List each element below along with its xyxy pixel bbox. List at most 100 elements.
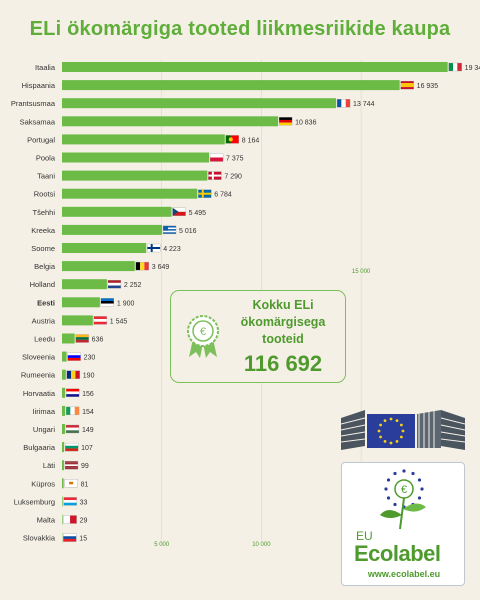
value-label: 33: [80, 499, 88, 506]
category-label: Saksamaa: [20, 117, 56, 126]
slovenia-flag-icon: [67, 352, 81, 361]
x-tick-label: 5 000: [154, 542, 170, 548]
value-label: 81: [81, 481, 89, 488]
sweden-flag-icon: [198, 189, 212, 198]
category-label: Tšehhi: [32, 208, 55, 217]
value-label: 6 784: [214, 192, 232, 199]
category-label: Itaalia: [35, 63, 56, 72]
value-label: 13 744: [353, 101, 375, 108]
value-label: 99: [81, 463, 89, 470]
bar: [62, 134, 225, 145]
category-label: Rootsi: [34, 190, 56, 199]
value-label: 4 223: [163, 246, 181, 253]
bar: [62, 297, 100, 308]
category-label: Poola: [36, 154, 56, 163]
value-label: 1 545: [110, 318, 128, 325]
category-label: Sloveenia: [22, 353, 56, 362]
value-label: 19 342: [465, 65, 480, 72]
category-label: Küpros: [31, 479, 55, 488]
category-label: Bulgaaria: [23, 443, 56, 452]
category-label: Austria: [32, 316, 56, 325]
category-label: Leedu: [34, 335, 55, 344]
category-label: Ungari: [33, 425, 55, 434]
category-label: Iirimaa: [32, 407, 55, 416]
chart-title: ELi ökomärgiga tooted liikmesriikide kau…: [29, 18, 451, 40]
france-flag-icon: [336, 99, 351, 108]
category-label: Rumeenia: [21, 371, 56, 380]
bar: [62, 405, 66, 416]
category-label: Eesti: [37, 298, 55, 307]
bar: [62, 424, 65, 434]
portugal-flag-icon: [225, 135, 239, 144]
romania-flag-icon: [66, 370, 80, 379]
total-value: 116 692: [243, 351, 323, 376]
value-label: 8 164: [242, 137, 260, 144]
ireland-flag-icon: [65, 406, 80, 416]
value-label: 190: [83, 373, 95, 380]
value-label: 230: [84, 355, 96, 362]
value-label: 107: [81, 445, 93, 452]
bar: [62, 98, 337, 109]
bar: [62, 351, 67, 362]
european-commission-logo: [341, 410, 465, 450]
eu-ecolabel-logo: € EU Ecolabel www.ecolabel.eu: [341, 462, 465, 586]
value-label: 5 495: [189, 210, 207, 217]
category-label: Portugal: [27, 135, 55, 144]
greece-flag-icon: [162, 225, 177, 235]
category-label: Taani: [37, 172, 55, 181]
estonia-flag-icon: [100, 298, 115, 307]
value-label: 10 836: [295, 119, 317, 126]
bar: [62, 315, 93, 326]
svg-text:€: €: [401, 484, 407, 496]
malta-flag-icon: [63, 515, 77, 524]
bar: [62, 170, 208, 181]
bar: [62, 460, 64, 471]
bar: [62, 152, 210, 163]
spain-flag-icon: [400, 80, 414, 90]
bar: [62, 62, 448, 72]
total-products-box: € Kokku ELi ökomärgisega tooteid 116 692: [170, 290, 346, 383]
czechia-flag-icon: [172, 207, 186, 216]
luxembourg-flag-icon: [63, 497, 77, 506]
ecolabel-url: www.ecolabel.eu: [367, 569, 441, 579]
finland-flag-icon: [147, 243, 161, 253]
value-label: 156: [82, 391, 94, 398]
bar: [62, 80, 400, 91]
ecolabel-flower-icon: €: [380, 469, 426, 530]
bar: [62, 206, 172, 217]
bar: [62, 387, 66, 398]
value-label: 1 900: [117, 300, 135, 307]
category-label: Belgia: [34, 262, 56, 271]
category-label: Luksemburg: [14, 497, 55, 506]
bar: [62, 261, 135, 272]
category-label: Horvaatia: [23, 389, 56, 398]
ecolabel-wordmark: Ecolabel: [354, 541, 441, 566]
cyprus-flag-icon: [64, 479, 78, 488]
x-tick-label: 15 000: [352, 269, 371, 275]
value-label: 16 935: [417, 83, 439, 90]
value-label: 5 016: [179, 228, 197, 235]
category-label: Prantsusmaa: [11, 99, 56, 108]
category-label: Holland: [30, 280, 55, 289]
bar: [62, 478, 64, 489]
bulgaria-flag-icon: [64, 442, 79, 452]
total-label: Kokku ELi ökomärgisega tooteid: [240, 298, 326, 346]
austria-flag-icon: [93, 316, 107, 325]
bar: [62, 369, 66, 380]
poland-flag-icon: [209, 153, 224, 162]
category-label: Malta: [37, 516, 56, 525]
bar: [62, 243, 147, 253]
italy-flag-icon: [448, 62, 462, 72]
denmark-flag-icon: [208, 171, 222, 180]
category-label: Hispaania: [22, 81, 56, 90]
croatia-flag-icon: [65, 388, 80, 397]
svg-text:€: €: [200, 326, 206, 338]
value-label: 636: [92, 337, 104, 344]
value-label: 29: [80, 518, 88, 525]
bar: [62, 442, 65, 453]
belgium-flag-icon: [135, 261, 149, 271]
germany-flag-icon: [278, 117, 293, 126]
ecolabel-eu-text: EU: [356, 529, 373, 543]
category-label: Kreeka: [31, 226, 56, 235]
